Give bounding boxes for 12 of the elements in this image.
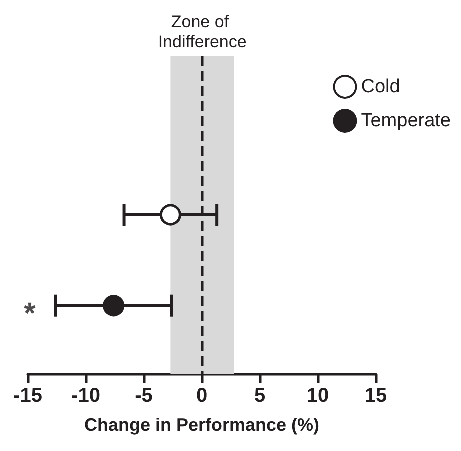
annotation: *	[24, 297, 36, 330]
x-tick-label: 0	[196, 385, 208, 407]
x-tick-label: 5	[254, 385, 266, 407]
legend-label: Temperate	[361, 110, 452, 132]
x-tick-label: 15	[364, 385, 388, 407]
x-tick-label: -5	[135, 385, 153, 407]
band-label: Zone of Indifference	[158, 12, 247, 52]
x-axis-title: Change in Performance (%)	[84, 415, 320, 435]
x-tick-label: -10	[72, 385, 100, 407]
x-tick-label: 10	[306, 385, 330, 407]
legend-label: Cold	[361, 76, 400, 98]
x-tick-label: -15	[14, 385, 42, 407]
